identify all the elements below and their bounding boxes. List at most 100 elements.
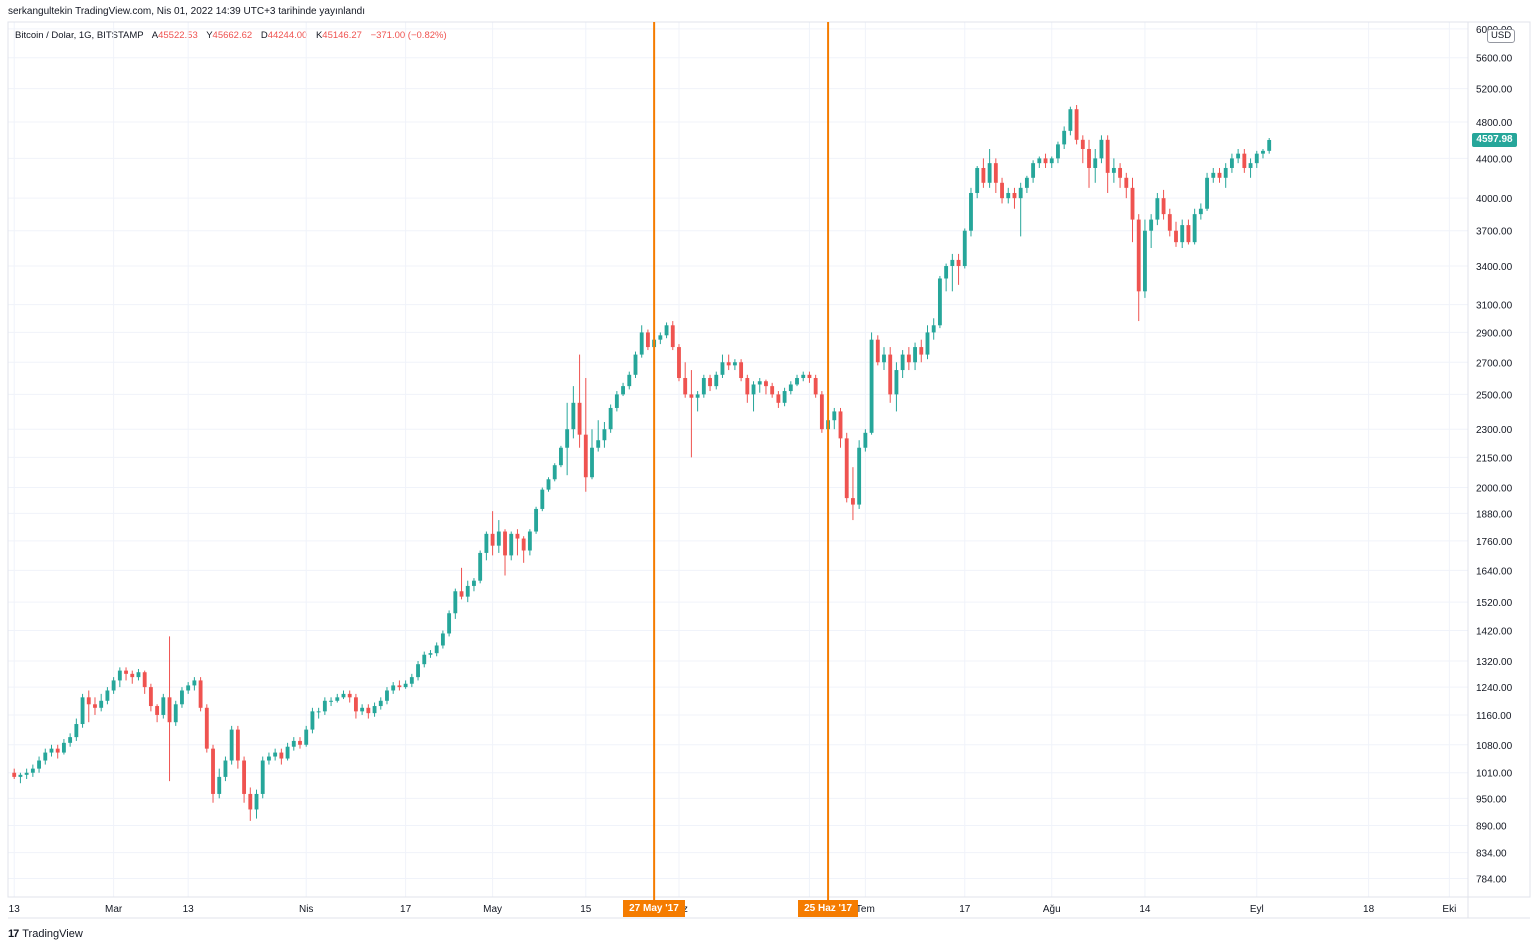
- candle-body: [447, 613, 452, 634]
- low-label: D: [260, 30, 268, 41]
- candle: [583, 378, 588, 492]
- y-tick-label: 1080.00: [1476, 741, 1513, 752]
- candle: [347, 690, 352, 703]
- candle: [335, 693, 340, 703]
- candle: [993, 158, 998, 193]
- candle: [757, 378, 762, 393]
- candle: [161, 693, 166, 719]
- candle: [807, 371, 812, 383]
- candle: [465, 580, 470, 603]
- candle-body: [322, 700, 327, 712]
- candle-body: [1223, 167, 1228, 178]
- candle-body: [1068, 109, 1073, 131]
- candle-body: [37, 760, 41, 769]
- candle: [1049, 156, 1054, 168]
- candle-body: [751, 384, 756, 395]
- candle-body: [906, 354, 911, 363]
- candle-body: [565, 429, 570, 448]
- candle-body: [1136, 219, 1141, 292]
- candle: [434, 642, 439, 657]
- candle: [391, 682, 396, 694]
- y-tick-label: 1320.00: [1476, 657, 1513, 668]
- candle-body: [1056, 144, 1060, 159]
- tradingview-brand[interactable]: 17 TradingView: [8, 928, 83, 940]
- x-tick-label: May: [483, 904, 502, 915]
- candle-body: [683, 378, 688, 395]
- candle: [956, 253, 961, 285]
- currency-selector[interactable]: USD: [1487, 29, 1516, 43]
- candle: [273, 748, 278, 761]
- candle: [378, 697, 383, 710]
- y-tick-label: 1880.00: [1476, 509, 1513, 520]
- candle-body: [43, 752, 48, 761]
- candle-body: [534, 508, 539, 532]
- candle-body: [527, 531, 532, 551]
- candle: [472, 578, 476, 592]
- brand-name: TradingView: [22, 928, 83, 940]
- candle-body: [627, 374, 632, 387]
- candle: [1236, 148, 1241, 164]
- candle-body: [1062, 130, 1067, 145]
- candle: [496, 520, 501, 553]
- y-tick-label: 1760.00: [1476, 537, 1513, 548]
- y-tick-label: 2150.00: [1476, 453, 1513, 464]
- candle: [217, 768, 222, 799]
- candle: [559, 445, 563, 468]
- x-tick-label: 17: [400, 904, 412, 915]
- candle: [745, 374, 750, 403]
- change-value: −371.00 (−0.82%): [370, 30, 447, 41]
- last-price-tag: 4597.98: [1472, 133, 1517, 147]
- candle: [93, 697, 97, 715]
- candle: [1018, 182, 1023, 237]
- candle: [1167, 208, 1172, 237]
- candle: [1000, 177, 1004, 204]
- candle-body: [1018, 187, 1023, 199]
- candle: [1118, 163, 1123, 188]
- candle: [341, 690, 346, 700]
- candle-body: [161, 697, 166, 715]
- candle: [627, 371, 632, 390]
- candle-body: [689, 394, 694, 398]
- candle: [590, 429, 594, 480]
- candle: [596, 420, 601, 452]
- candle: [925, 325, 930, 360]
- candle: [1068, 106, 1073, 136]
- candle: [1024, 175, 1029, 193]
- candle: [1087, 139, 1091, 188]
- candle-body: [366, 707, 371, 714]
- candle: [440, 630, 445, 649]
- candle-body: [807, 374, 812, 379]
- candle-body: [801, 374, 806, 379]
- candle-body: [235, 729, 240, 761]
- candle-body: [223, 760, 228, 777]
- candle-body: [757, 381, 762, 385]
- candle-body: [1080, 139, 1085, 149]
- candle: [534, 506, 539, 534]
- candle: [310, 707, 315, 734]
- candle: [353, 693, 358, 719]
- candle-body: [180, 690, 184, 705]
- candle: [416, 660, 420, 681]
- candle-body: [1111, 167, 1116, 173]
- low-value: 44244.00: [267, 30, 308, 41]
- y-tick-label: 2500.00: [1476, 390, 1513, 401]
- candle: [43, 748, 48, 765]
- candle-body: [1118, 167, 1123, 178]
- candle-body: [229, 729, 234, 761]
- candle-body: [490, 533, 495, 546]
- candle-body: [1087, 148, 1091, 168]
- candle-body: [347, 693, 352, 698]
- candle: [857, 440, 862, 509]
- candle: [844, 432, 849, 503]
- candle: [279, 748, 284, 765]
- candle-body: [484, 533, 489, 553]
- x-tick-label: Nis: [299, 904, 313, 915]
- candle: [863, 429, 868, 452]
- y-tick-label: 1520.00: [1476, 598, 1513, 609]
- candle-body: [1124, 177, 1129, 188]
- candle-body: [298, 740, 302, 745]
- candle-body: [993, 163, 998, 183]
- candle-body: [267, 756, 271, 761]
- candle-body: [540, 489, 545, 509]
